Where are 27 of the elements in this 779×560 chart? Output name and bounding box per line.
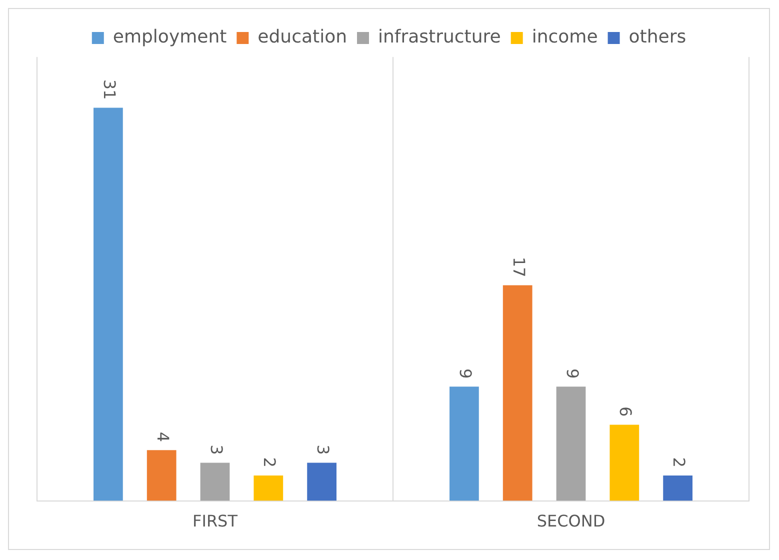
data-label: 31 <box>100 79 120 100</box>
legend-label: income <box>532 26 598 48</box>
bar <box>254 475 284 501</box>
data-label: 9 <box>562 368 582 379</box>
bar <box>502 285 532 501</box>
x-tick-label: FIRST <box>192 512 238 531</box>
data-label: 4 <box>153 432 172 442</box>
data-label: 9 <box>456 368 476 379</box>
legend-label: infrastructure <box>378 26 501 48</box>
bar <box>146 450 176 501</box>
x-tick-label: SECOND <box>536 512 606 531</box>
bar <box>450 386 479 501</box>
legend-label: employment <box>112 26 227 48</box>
legend-label: others <box>628 26 686 48</box>
legend-label: education <box>258 26 347 48</box>
bar <box>556 386 586 501</box>
data-label: 6 <box>616 406 636 417</box>
data-label: 17 <box>509 256 528 278</box>
data-label: 2 <box>670 457 689 468</box>
data-label: 2 <box>260 457 280 468</box>
bar <box>307 462 336 501</box>
data-label: 3 <box>314 444 333 455</box>
bar <box>200 462 230 501</box>
bar <box>610 424 640 501</box>
bar <box>663 475 692 501</box>
bar <box>94 108 123 501</box>
data-label: 3 <box>206 444 226 455</box>
